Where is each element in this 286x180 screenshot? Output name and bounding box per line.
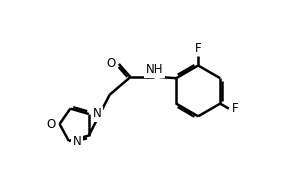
Text: O: O [46,118,56,130]
Text: F: F [232,102,239,115]
Text: O: O [106,57,116,70]
Text: F: F [195,42,201,55]
Text: N: N [73,135,82,148]
Text: NH: NH [146,63,163,76]
Text: N: N [93,107,102,120]
